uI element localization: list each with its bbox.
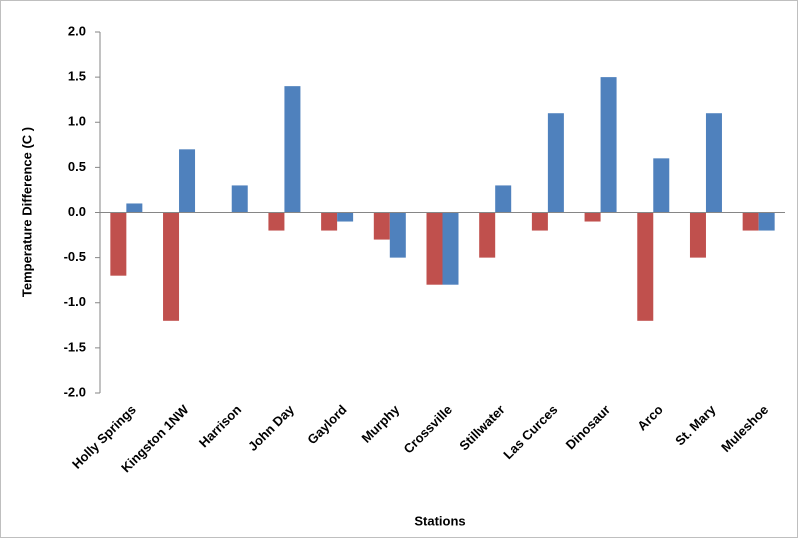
bar bbox=[637, 212, 654, 321]
bar bbox=[531, 212, 548, 231]
y-tick-label: 2.0 bbox=[68, 23, 86, 38]
bar bbox=[705, 113, 722, 213]
x-axis-title: Stations bbox=[414, 513, 465, 528]
bar bbox=[689, 212, 706, 258]
y-tick-label: -2.0 bbox=[64, 384, 86, 399]
bar bbox=[110, 212, 127, 276]
bar bbox=[284, 86, 301, 213]
bar bbox=[479, 212, 496, 258]
bar bbox=[742, 212, 759, 231]
bar bbox=[758, 212, 775, 231]
bar bbox=[389, 212, 406, 258]
y-tick-label: 0.5 bbox=[68, 159, 86, 174]
bar bbox=[268, 212, 285, 231]
bar bbox=[179, 149, 196, 213]
y-tick-label: -0.5 bbox=[64, 249, 86, 264]
bar bbox=[426, 212, 443, 285]
bar bbox=[337, 212, 354, 222]
bar bbox=[653, 158, 670, 213]
y-tick-label: -1.5 bbox=[64, 339, 86, 354]
bar bbox=[495, 185, 512, 213]
y-axis-title: Temperature Difference (C ) bbox=[19, 127, 34, 297]
bar bbox=[584, 212, 601, 222]
y-tick-label: -1.0 bbox=[64, 294, 86, 309]
y-tick-label: 1.0 bbox=[68, 114, 86, 129]
bar bbox=[547, 113, 564, 213]
bar bbox=[600, 77, 617, 213]
y-tick-label: 0.0 bbox=[68, 204, 86, 219]
bar bbox=[126, 203, 143, 213]
bar bbox=[321, 212, 338, 231]
bar bbox=[373, 212, 390, 240]
bar bbox=[163, 212, 180, 321]
bar bbox=[231, 185, 248, 213]
bar bbox=[442, 212, 459, 285]
y-tick-label: 1.5 bbox=[68, 69, 86, 84]
